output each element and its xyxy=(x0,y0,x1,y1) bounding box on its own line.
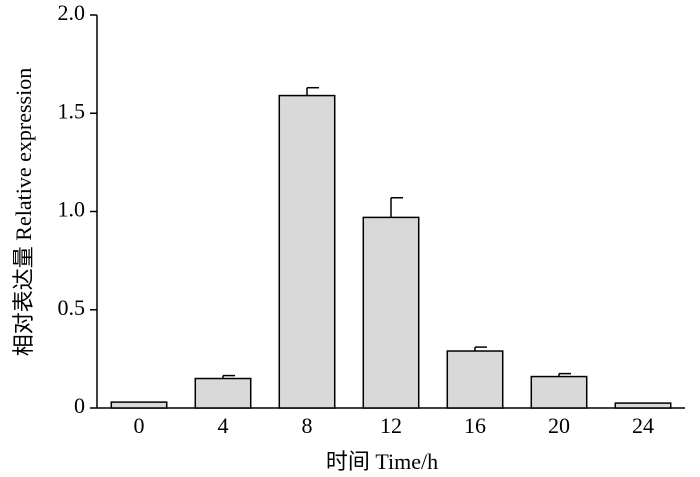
x-tick-label: 20 xyxy=(548,413,570,438)
y-tick-label: 0 xyxy=(74,393,85,418)
y-tick-label: 2.0 xyxy=(58,0,86,25)
bar xyxy=(362,216,420,409)
bar xyxy=(194,377,252,409)
bar xyxy=(530,375,588,409)
x-tick-label: 16 xyxy=(464,413,486,438)
y-tick-label: 0.5 xyxy=(58,295,86,320)
x-axis-label: 时间 Time/h xyxy=(326,449,438,474)
bar xyxy=(278,94,336,409)
y-axis-label: 相对表达量 Relative expression xyxy=(11,68,36,356)
y-tick-label: 1.0 xyxy=(58,197,86,222)
x-tick-label: 0 xyxy=(134,413,145,438)
x-tick-label: 12 xyxy=(380,413,402,438)
bar xyxy=(110,401,168,409)
x-tick-label: 24 xyxy=(632,413,654,438)
x-tick-label: 8 xyxy=(302,413,313,438)
bar xyxy=(614,402,672,409)
x-tick-label: 4 xyxy=(218,413,229,438)
y-tick-label: 1.5 xyxy=(58,98,86,123)
bar xyxy=(446,350,504,409)
